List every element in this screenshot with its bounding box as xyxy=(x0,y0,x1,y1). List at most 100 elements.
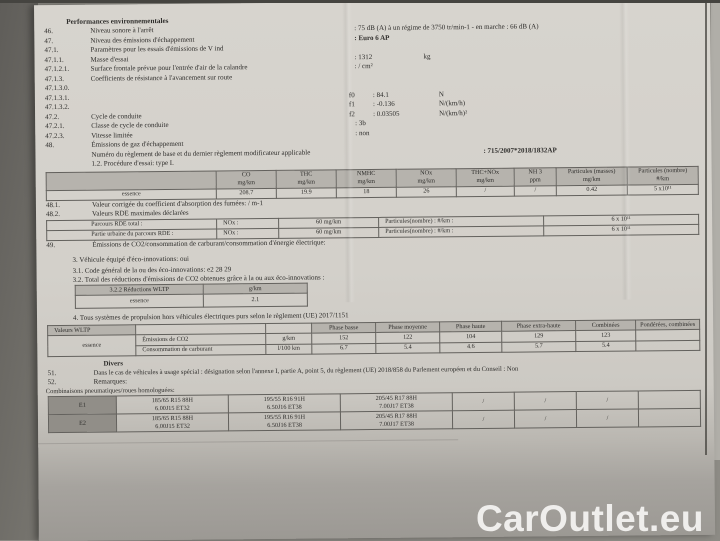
empty-cell: / xyxy=(452,410,514,429)
empty-cell: / xyxy=(514,392,576,411)
wltp-header-phase-medium: Phase moyenne xyxy=(376,322,440,333)
value-cell: 104 xyxy=(440,332,502,343)
empty-cell: / xyxy=(514,410,576,429)
axle-label-cell: E1 xyxy=(48,396,116,415)
line-number: 47.2. xyxy=(43,112,91,122)
photo-background-left xyxy=(0,0,38,540)
line-value: : / cm² xyxy=(355,62,373,72)
line-label: 1.2. Procédure d'essai: type I. xyxy=(92,159,174,169)
coefficient-symbol: f1 xyxy=(349,100,355,110)
line-value: : 0.03505 xyxy=(373,109,400,119)
line-number: 49. xyxy=(44,241,92,251)
line-value: : -0.136 xyxy=(373,100,395,110)
photo-edge-top xyxy=(0,0,720,3)
line-number: 47.1.3.1. xyxy=(43,93,91,103)
value-cell: 129 xyxy=(502,331,576,342)
empty-cell: / xyxy=(452,392,514,411)
wheel-size: 6.50J16 ET38 xyxy=(230,403,339,412)
wltp-row-unit: g/km xyxy=(266,334,312,345)
wltp-row-unit: l/100 km xyxy=(266,344,312,355)
value-cell: 19.9 xyxy=(276,187,336,198)
line-value: : 3b xyxy=(355,119,366,129)
line-number: 47.1.3.0. xyxy=(43,84,91,94)
line-label: Remarques: xyxy=(94,377,128,387)
empty-cell xyxy=(638,390,700,409)
line-label: Vitesse limitée xyxy=(91,131,132,141)
value-cell: 5.4 xyxy=(576,340,636,351)
line-label: Valeurs RDE maximales déclarées xyxy=(92,209,189,219)
line-number: 48.1. xyxy=(44,200,92,210)
emissions-header-blank xyxy=(46,171,216,191)
document-page: Performances environnementales 46.Niveau… xyxy=(34,0,715,541)
paper-edge-right xyxy=(705,0,707,455)
value-cell: 123 xyxy=(576,330,636,341)
wheel-size: 6.00J15 ET32 xyxy=(118,404,227,413)
line-number: 47.1.3.2. xyxy=(43,103,91,113)
value-cell: 5.4 xyxy=(376,342,440,353)
line-number: 51. xyxy=(46,368,94,378)
wltp-row-name: Consommation de carburant xyxy=(136,344,266,355)
coefficient-symbol: f0 xyxy=(349,91,355,101)
col-unit: mg/km xyxy=(458,177,513,186)
line-number: 48. xyxy=(43,141,91,151)
axle-label-cell: E2 xyxy=(48,414,116,433)
value-cell: 2.1 xyxy=(203,294,307,308)
value-cell: / xyxy=(456,186,514,197)
empty-cell xyxy=(638,409,700,428)
col-unit: mg/km xyxy=(558,176,626,185)
wltp-header-combined: Combinées xyxy=(576,320,636,331)
line-number: 52. xyxy=(46,378,94,388)
col-unit: ppm xyxy=(516,176,555,184)
line-label: Masse d'essai xyxy=(90,55,128,65)
wltp-header-blank xyxy=(266,323,312,334)
line-unit: N/(km/h)² xyxy=(439,109,467,119)
line-number: 47.1.3. xyxy=(43,74,91,84)
wltp-header-phase-high: Phase haute xyxy=(440,322,502,333)
value-cell: 6.7 xyxy=(312,343,376,354)
value-cell: 4.6 xyxy=(440,342,502,353)
fuel-type-cell: essence xyxy=(75,295,203,309)
line-unit: N xyxy=(439,90,444,100)
value-cell: 152 xyxy=(312,333,376,344)
value-cell: / xyxy=(514,185,556,195)
value-cell: 5.7 xyxy=(502,341,576,352)
col-unit: mg/km xyxy=(278,178,335,187)
value-cell: 122 xyxy=(376,332,440,343)
line-number: 46. xyxy=(42,27,90,37)
caroutlet-watermark: CarOutlet.eu xyxy=(476,498,704,540)
value-cell xyxy=(636,330,700,341)
line-number: 47.1. xyxy=(42,46,90,56)
wltp-header-phase-extra-high: Phase extra-haute xyxy=(502,321,576,332)
rde-nox-label: NOx : xyxy=(217,228,279,239)
empty-cell: / xyxy=(576,409,638,428)
emissions-header-particles-mass: Particules (masses)mg/km xyxy=(556,167,627,186)
line-value: : non xyxy=(355,129,369,139)
line-number: 47. xyxy=(42,36,90,46)
col-unit: #/km xyxy=(629,175,697,184)
line-value: : 1312 xyxy=(354,53,372,63)
line-number: 47.2.1. xyxy=(43,122,91,132)
value-cell xyxy=(636,340,700,351)
empty-cell: / xyxy=(576,391,638,410)
line-value: : Euro 6 AP xyxy=(354,33,389,43)
paper-fold-line xyxy=(38,439,458,444)
fuel-type-cell: essence xyxy=(48,335,136,356)
col-unit: mg/km xyxy=(398,177,455,186)
value-cell: 208.7 xyxy=(216,188,276,199)
line-label: Cycle de conduite xyxy=(91,112,142,122)
value-cell: 0.42 xyxy=(556,185,627,196)
wheel-size: 7.00J17 ET38 xyxy=(342,402,451,411)
coefficient-symbol: f2 xyxy=(349,110,355,120)
value-cell: 5 x10¹¹ xyxy=(627,184,698,195)
col-unit: mg/km xyxy=(218,179,275,188)
